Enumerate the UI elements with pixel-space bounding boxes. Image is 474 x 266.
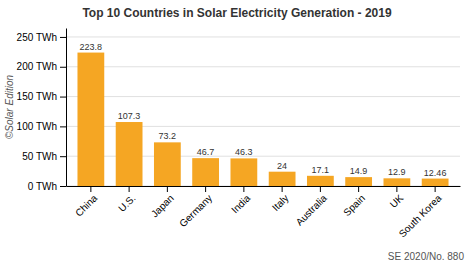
x-tick-mark — [320, 186, 321, 192]
y-tick-label: 150 TWh — [17, 91, 57, 102]
x-tick: Italy — [270, 186, 291, 213]
y-tick: 0 TWh — [28, 181, 66, 192]
bar — [269, 172, 296, 186]
x-tick: U.S. — [116, 186, 138, 214]
bar — [116, 122, 143, 186]
x-tick: Spain — [341, 186, 367, 218]
bar — [345, 177, 372, 186]
x-axis: China U.S. JapanGermany India ItalyAustralia… — [67, 186, 461, 239]
x-tick-label: Germany — [177, 192, 214, 229]
y-axis: 0 TWh 50 TWh 100 TWh 150 TWh 200 TWh 250 TWh — [17, 29, 67, 192]
x-tick: Germany — [177, 186, 214, 229]
grid — [66, 37, 460, 186]
data-label: 107.3 — [118, 111, 141, 121]
y-tick: 50 TWh — [22, 151, 66, 162]
x-tick: China — [73, 186, 100, 219]
data-label: 17.1 — [312, 165, 330, 175]
x-tick-mark — [243, 186, 244, 192]
bar — [383, 178, 410, 186]
x-tick-label: Spain — [341, 192, 367, 218]
x-tick: India — [229, 186, 252, 215]
y-tick-label: 250 TWh — [17, 32, 57, 43]
x-tick-mark — [167, 186, 168, 192]
x-tick-label: UK — [388, 192, 406, 210]
bar — [192, 158, 219, 186]
x-axis-line — [67, 186, 461, 187]
y-axis-title: ©Solar Edition — [4, 75, 15, 140]
x-tick: UK — [388, 186, 406, 210]
data-label: 73.2 — [159, 131, 177, 141]
data-label: 223.8 — [80, 42, 103, 52]
y-axis-line — [66, 29, 67, 187]
x-tick-label: India — [229, 192, 252, 215]
x-tick: South Korea — [397, 186, 444, 239]
y-tick-mark — [60, 186, 66, 187]
data-label: 14.9 — [350, 166, 368, 176]
bar — [307, 176, 334, 186]
bar — [422, 179, 449, 186]
bars — [77, 53, 448, 186]
bar — [77, 53, 104, 186]
data-labels: 223.8 107.3 73.2 46.7 46.3 24 17.1 14.9 12.9 12.4… — [80, 42, 447, 178]
y-tick: 200 TWh — [17, 61, 66, 72]
y-tick: 150 TWh — [17, 91, 66, 102]
x-tick-mark — [358, 186, 359, 192]
data-label: 46.3 — [235, 147, 253, 157]
y-tick-mark — [60, 67, 66, 68]
grid-line — [66, 96, 460, 97]
x-tick-mark — [435, 186, 436, 192]
y-tick-label: 50 TWh — [22, 151, 57, 162]
x-tick-label: China — [73, 192, 100, 219]
data-label: 24 — [277, 161, 287, 171]
plot: 223.8 107.3 73.2 46.7 46.3 24 17.1 14.9 12.9 12.4… — [17, 29, 461, 240]
bar — [230, 158, 257, 186]
data-label: 12.9 — [388, 167, 406, 177]
bar — [154, 142, 181, 186]
data-label: 46.7 — [197, 147, 215, 157]
annotation: SE 2020/No. 880 — [388, 251, 465, 262]
x-tick-label: Japan — [149, 192, 176, 219]
grid-line — [66, 36, 460, 37]
x-tick-mark — [90, 186, 91, 192]
x-tick: Japan — [149, 186, 176, 219]
y-tick-mark — [60, 156, 66, 157]
x-tick-mark — [396, 186, 397, 192]
title: Top 10 Countries in Solar Electricity Ge… — [82, 6, 392, 20]
x-tick-label: Italy — [270, 192, 291, 213]
y-tick-mark — [60, 97, 66, 98]
y-tick: 100 TWh — [17, 121, 66, 132]
x-tick-mark — [282, 186, 283, 192]
x-tick-label: U.S. — [116, 192, 138, 214]
y-tick-label: 0 TWh — [28, 181, 57, 192]
x-tick-mark — [129, 186, 130, 192]
grid-line — [66, 66, 460, 67]
y-tick-mark — [60, 126, 66, 127]
chart: Top 10 Countries in Solar Electricity Ge… — [0, 0, 474, 266]
y-tick: 250 TWh — [17, 32, 66, 43]
y-tick-label: 100 TWh — [17, 121, 57, 132]
x-tick-label: Australia — [294, 192, 330, 228]
x-tick-mark — [205, 186, 206, 192]
y-tick-label: 200 TWh — [17, 61, 57, 72]
x-tick-label: South Korea — [397, 192, 444, 239]
x-tick: Australia — [294, 186, 330, 228]
data-label: 12.46 — [424, 168, 447, 178]
y-tick-mark — [60, 37, 66, 38]
